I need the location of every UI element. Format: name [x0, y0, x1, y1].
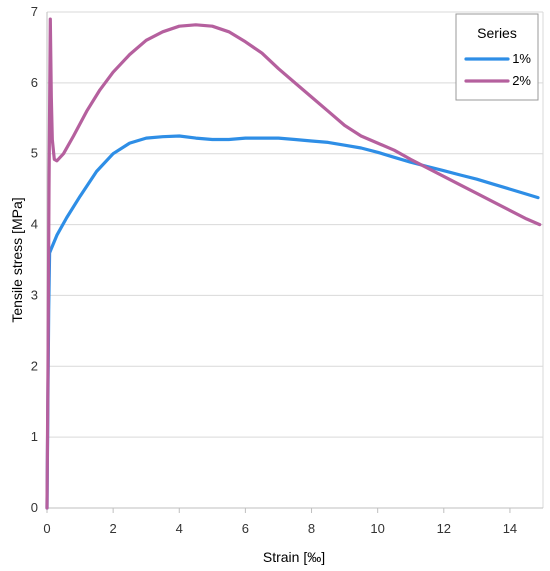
y-tick-label: 4 [31, 217, 38, 232]
x-tick-label: 8 [308, 521, 315, 536]
legend-box [455, 13, 539, 101]
x-tick-label: 6 [242, 521, 249, 536]
x-tick-label: 4 [176, 521, 183, 536]
x-tick-label: 12 [437, 521, 451, 536]
y-tick-label: 6 [31, 75, 38, 90]
y-tick-label: 1 [31, 429, 38, 444]
x-axis-title: Strain [‰] [263, 549, 325, 565]
y-tick-label: 5 [31, 146, 38, 161]
legend-label-1: 1% [512, 51, 531, 66]
x-tick-label: 10 [370, 521, 384, 536]
legend: Series 1%2% [455, 13, 539, 101]
y-tick-label: 0 [31, 500, 38, 515]
y-axis-title: Tensile stress [MPa] [9, 197, 25, 322]
legend-items: 1%2% [464, 51, 531, 88]
x-tick-label: 14 [503, 521, 517, 536]
y-tick-label: 2 [31, 358, 38, 373]
legend-title: Series [477, 25, 517, 41]
x-tick-label: 0 [43, 521, 50, 536]
y-tick-label: 7 [31, 4, 38, 19]
y-tick-label: 3 [31, 287, 38, 302]
series-line-1 [45, 134, 540, 510]
series-lines [45, 17, 542, 510]
series-line-2 [45, 17, 542, 510]
legend-label-2: 2% [512, 73, 531, 88]
x-tick-label: 2 [110, 521, 117, 536]
